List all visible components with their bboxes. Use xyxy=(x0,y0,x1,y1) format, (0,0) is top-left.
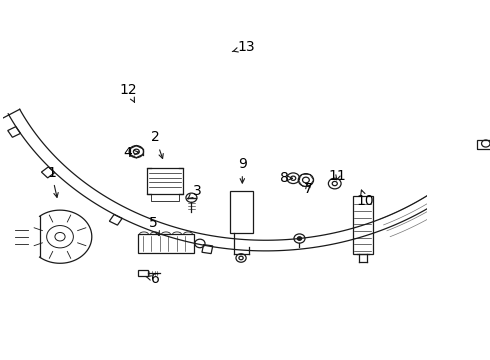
Text: 6: 6 xyxy=(146,272,160,286)
Bar xyxy=(352,196,373,255)
Bar xyxy=(139,234,194,253)
Text: 12: 12 xyxy=(119,82,137,102)
Text: 4: 4 xyxy=(123,147,139,161)
Bar xyxy=(109,215,122,225)
Bar xyxy=(138,270,148,276)
Bar xyxy=(202,244,213,254)
Text: 5: 5 xyxy=(149,216,159,235)
Text: 3: 3 xyxy=(188,184,202,199)
Text: 10: 10 xyxy=(356,190,374,208)
Bar xyxy=(477,140,490,149)
Bar xyxy=(8,127,21,137)
Text: 11: 11 xyxy=(329,170,346,184)
Bar xyxy=(147,168,183,194)
Text: 1: 1 xyxy=(47,166,58,197)
Bar xyxy=(151,194,179,201)
Text: 7: 7 xyxy=(304,182,313,196)
Text: 8: 8 xyxy=(280,171,292,185)
Circle shape xyxy=(297,237,302,240)
Bar xyxy=(230,191,253,233)
Text: 2: 2 xyxy=(151,130,163,158)
Bar xyxy=(42,167,54,178)
Text: 9: 9 xyxy=(238,157,247,183)
Text: 13: 13 xyxy=(232,40,255,54)
